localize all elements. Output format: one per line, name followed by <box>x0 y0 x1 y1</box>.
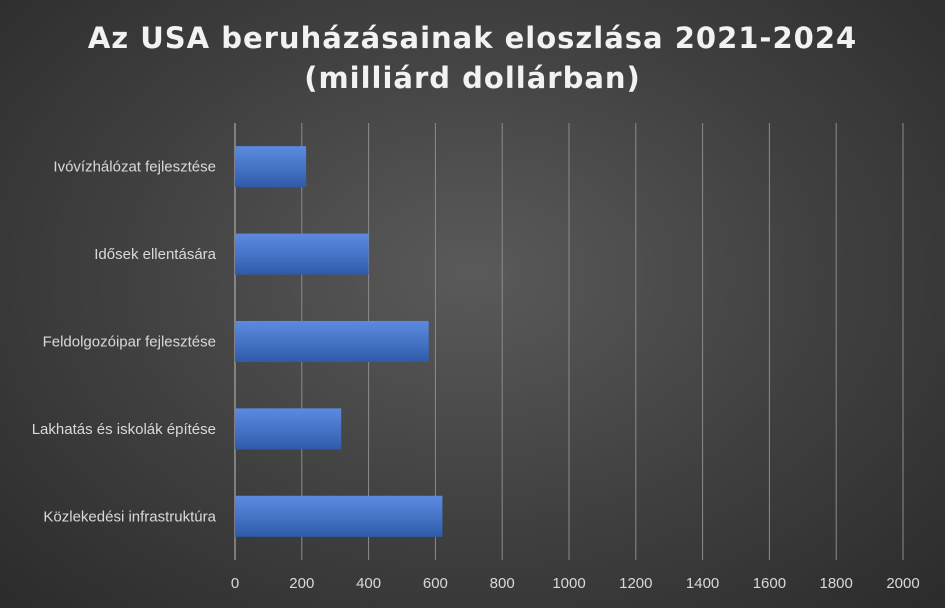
x-tick-labels: 0 200 400 600 800 1000 1200 1400 1600 1800 2000 <box>231 575 920 592</box>
x-tick-label-1000: 1000 <box>552 575 585 592</box>
bar-3 <box>235 320 429 363</box>
bars <box>235 146 443 537</box>
bar-4 <box>235 408 342 450</box>
gridlines <box>234 123 904 560</box>
bar-1 <box>235 146 307 188</box>
bar-5 <box>235 495 443 537</box>
category-labels: Ivóvízhálózat fejlesztése Idősek ellentás… <box>32 159 217 526</box>
x-tick-label-0: 0 <box>231 575 239 592</box>
x-tick-label-1600: 1600 <box>753 575 786 592</box>
x-tick-label-600: 600 <box>423 575 448 592</box>
x-tick-label-1400: 1400 <box>686 575 719 592</box>
x-tick-label-1800: 1800 <box>820 575 853 592</box>
chart-title-line1: Az USA beruházásainak eloszlása 2021-202… <box>87 21 858 55</box>
x-tick-label-1200: 1200 <box>619 575 652 592</box>
chart-subtitle: (milliárd dollárban) <box>304 61 641 95</box>
bar-2 <box>235 233 369 275</box>
x-tick-label-200: 200 <box>289 575 314 592</box>
category-label-4: Lakhatás és iskolák építése <box>32 421 216 438</box>
category-label-3: Feldolgozóipar fejlesztése <box>43 334 216 351</box>
category-label-2: Idősek ellentására <box>94 246 216 263</box>
x-tick-label-800: 800 <box>490 575 515 592</box>
category-label-1: Ivóvízhálózat fejlesztése <box>53 159 216 176</box>
category-label-5: Közlekedési infrastruktúra <box>43 508 216 525</box>
x-tick-label-2000: 2000 <box>886 575 919 592</box>
x-tick-label-400: 400 <box>356 575 381 592</box>
chart-title: Az USA beruházásainak eloszlása 2021-202… <box>0 18 945 98</box>
